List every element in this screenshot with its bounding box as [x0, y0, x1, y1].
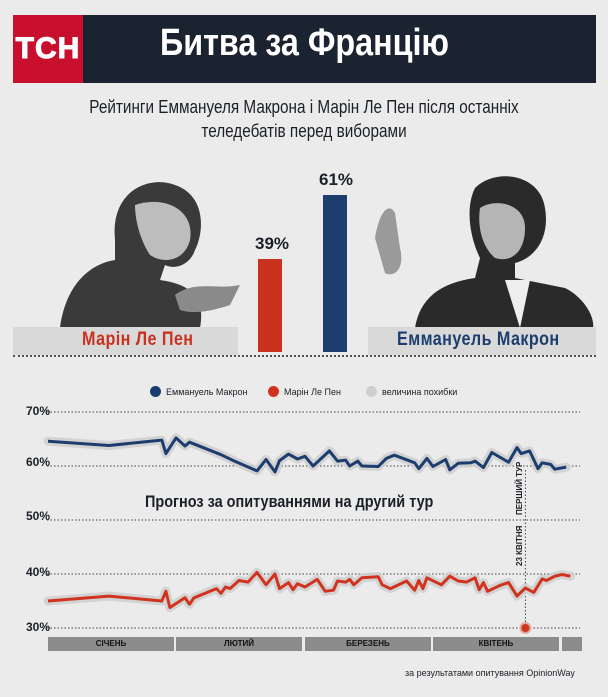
- page-title: Битва за Францію: [160, 22, 450, 64]
- tsn-logo: ТСН: [13, 15, 83, 83]
- legend-lepen: Марін Ле Пен: [268, 386, 341, 397]
- macron-name: Еммануель Макрон: [397, 329, 560, 350]
- month-may: [562, 637, 582, 651]
- legend-macron: Еммануель Макрон: [150, 386, 247, 397]
- annotation-date: 23 КВІТНЯ: [515, 525, 524, 566]
- month-march: БЕРЕЗЕНЬ: [305, 637, 431, 651]
- legend-label: Марін Ле Пен: [284, 386, 341, 397]
- macron-photo: [375, 176, 594, 328]
- series-line-0: [47, 436, 567, 474]
- legend-swatch-macron: [150, 386, 161, 397]
- legend-label: Еммануель Макрон: [166, 386, 248, 397]
- y-tick-30: 30%: [26, 620, 51, 634]
- legend-swatch-error: [366, 386, 377, 397]
- le-pen-rating-bar: [258, 259, 282, 352]
- le-pen-photo: [60, 182, 240, 328]
- y-tick-40: 40%: [26, 565, 51, 579]
- subtitle-line-2: теледебатів перед виборами: [201, 121, 407, 141]
- annotation-label: ПЕРШИЙ ТУР: [515, 461, 524, 515]
- le-pen-rating-label: 39%: [255, 234, 290, 253]
- source-note: за результатами опитування OpinionWay: [405, 668, 575, 678]
- y-tick-70: 70%: [26, 404, 51, 418]
- month-february: ЛЮТИЙ: [176, 637, 302, 651]
- header-bar: [13, 15, 596, 83]
- le-pen-name-band: [13, 327, 238, 355]
- month-april: КВІТЕНЬ: [433, 637, 559, 651]
- macron-rating-bar: [323, 194, 347, 352]
- month-january: СІЧЕНЬ: [48, 637, 174, 651]
- macron-rating-label: 61%: [319, 170, 354, 189]
- macron-name-band: [368, 327, 596, 355]
- series-line-1: [47, 570, 571, 609]
- y-tick-50: 50%: [26, 509, 51, 523]
- section-divider: [13, 355, 596, 357]
- le-pen-name: Марін Ле Пен: [82, 329, 194, 350]
- subtitle-line-1: Рейтинги Еммануеля Макрона і Марін Ле Пе…: [89, 97, 519, 117]
- annotation-marker: [521, 624, 530, 632]
- chart-title: Прогноз за опитуваннями на другий тур: [145, 492, 434, 511]
- legend-label: величина похибки: [382, 386, 458, 397]
- legend-swatch-lepen: [268, 386, 279, 397]
- legend-error: величина похибки: [366, 386, 457, 397]
- y-tick-60: 60%: [26, 455, 51, 469]
